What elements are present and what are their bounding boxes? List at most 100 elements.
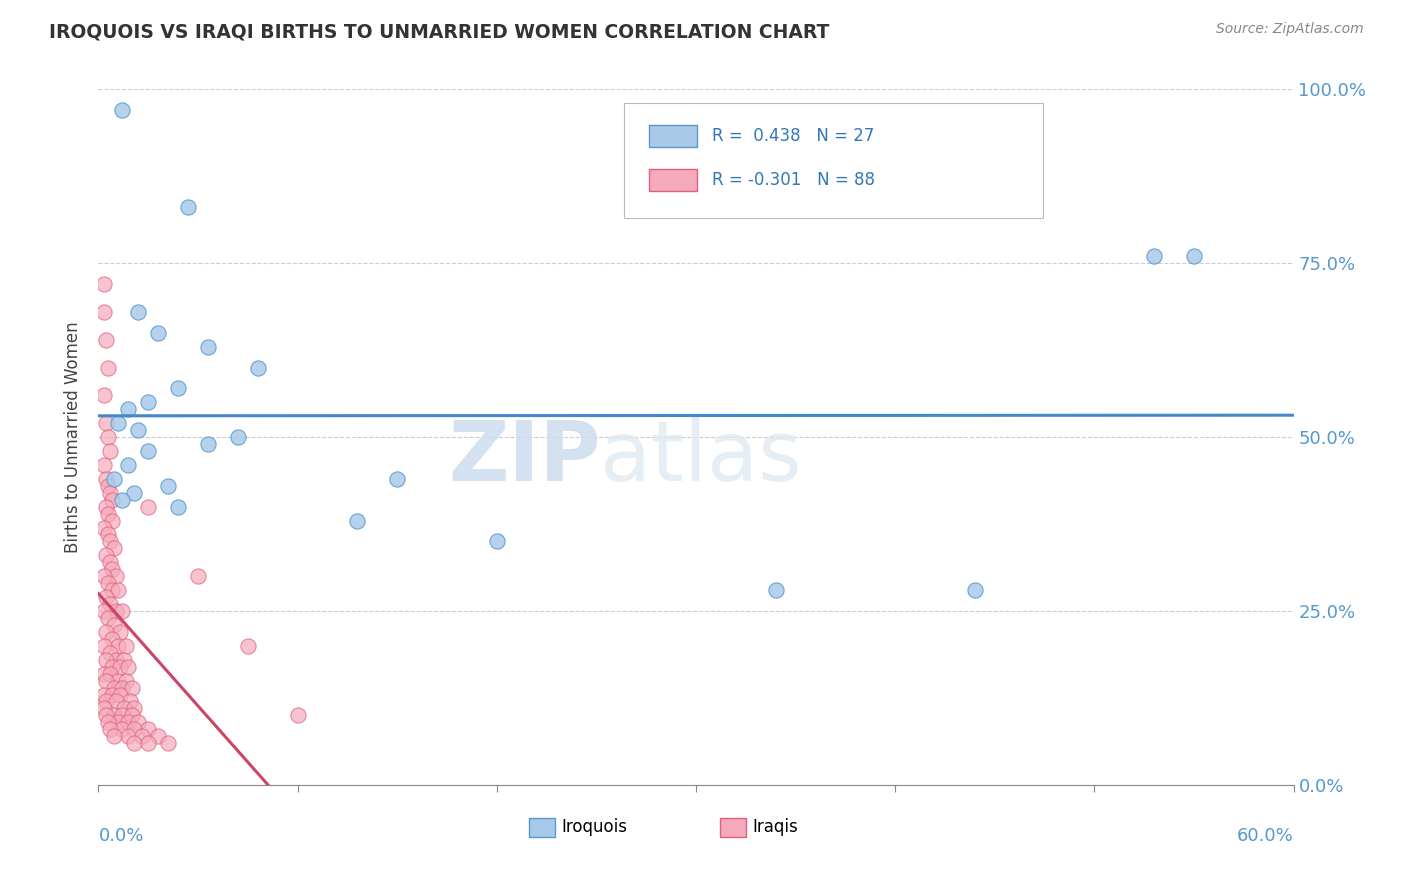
Point xyxy=(765,583,787,598)
Point xyxy=(98,646,122,660)
Point xyxy=(98,597,122,611)
Point xyxy=(124,701,146,715)
Point xyxy=(97,715,120,730)
Point xyxy=(103,541,125,556)
Point xyxy=(124,736,146,750)
Point xyxy=(101,632,124,646)
Point xyxy=(98,555,122,569)
Point xyxy=(117,715,139,730)
Point xyxy=(127,715,149,730)
Point xyxy=(287,708,309,723)
Text: ZIP: ZIP xyxy=(449,417,600,499)
Point xyxy=(136,444,159,458)
Point xyxy=(111,723,134,737)
Point xyxy=(136,500,159,514)
Point xyxy=(963,583,986,598)
Point xyxy=(124,485,146,500)
Point xyxy=(110,659,132,673)
Text: 60.0%: 60.0% xyxy=(1237,827,1294,845)
Text: atlas: atlas xyxy=(600,417,801,499)
Point xyxy=(103,729,125,743)
Point xyxy=(105,653,128,667)
Point xyxy=(93,458,115,472)
Point xyxy=(136,736,159,750)
Point xyxy=(1182,249,1205,263)
Point xyxy=(115,673,138,688)
Point xyxy=(93,639,115,653)
Point xyxy=(96,472,118,486)
Point xyxy=(117,659,139,673)
Point xyxy=(115,639,138,653)
Point xyxy=(187,569,209,583)
Bar xyxy=(650,125,697,147)
Point xyxy=(124,723,146,737)
Point xyxy=(97,507,120,521)
Point xyxy=(96,500,118,514)
Text: Iroquois: Iroquois xyxy=(561,818,627,837)
Point xyxy=(121,708,143,723)
Point xyxy=(97,360,120,375)
Point xyxy=(96,549,118,563)
Point xyxy=(148,729,170,743)
Point xyxy=(97,527,120,541)
Point xyxy=(101,583,124,598)
Point xyxy=(110,688,132,702)
Point xyxy=(157,736,180,750)
Point xyxy=(131,729,153,743)
Point xyxy=(107,639,129,653)
Text: IROQUOIS VS IRAQI BIRTHS TO UNMARRIED WOMEN CORRELATION CHART: IROQUOIS VS IRAQI BIRTHS TO UNMARRIED WO… xyxy=(49,22,830,41)
Y-axis label: Births to Unmarried Women: Births to Unmarried Women xyxy=(65,321,83,553)
Point xyxy=(111,708,134,723)
Point xyxy=(236,639,259,653)
Point xyxy=(136,395,159,409)
Point xyxy=(117,458,139,472)
FancyBboxPatch shape xyxy=(624,103,1043,218)
Point xyxy=(197,437,219,451)
Point xyxy=(167,381,190,395)
Point xyxy=(103,618,125,632)
Point xyxy=(101,562,124,576)
Point xyxy=(127,305,149,319)
Text: 0.0%: 0.0% xyxy=(98,827,143,845)
Point xyxy=(197,340,219,354)
Point xyxy=(485,534,508,549)
Point xyxy=(103,472,125,486)
Text: R =  0.438   N = 27: R = 0.438 N = 27 xyxy=(711,127,875,145)
Point xyxy=(148,326,170,340)
Bar xyxy=(720,818,747,837)
Point xyxy=(112,701,135,715)
Point xyxy=(101,659,124,673)
Point xyxy=(105,604,128,618)
Point xyxy=(93,701,115,715)
Point xyxy=(96,590,118,604)
Point xyxy=(117,402,139,417)
Point xyxy=(107,673,129,688)
Text: R = -0.301   N = 88: R = -0.301 N = 88 xyxy=(711,170,875,188)
Point xyxy=(111,103,134,117)
Point xyxy=(136,723,159,737)
Point xyxy=(127,423,149,437)
Point xyxy=(111,604,134,618)
Point xyxy=(107,583,129,598)
Point xyxy=(93,277,115,291)
Point xyxy=(97,430,120,444)
Point xyxy=(107,715,129,730)
Point xyxy=(98,485,122,500)
Text: Source: ZipAtlas.com: Source: ZipAtlas.com xyxy=(1216,22,1364,37)
Point xyxy=(121,681,143,695)
Point xyxy=(120,694,142,708)
Point xyxy=(93,388,115,402)
Point xyxy=(105,694,128,708)
Point xyxy=(246,360,269,375)
Point xyxy=(93,666,115,681)
Point xyxy=(101,514,124,528)
Point xyxy=(101,688,124,702)
Point xyxy=(96,653,118,667)
Point xyxy=(177,201,200,215)
Point xyxy=(103,708,125,723)
Point xyxy=(97,611,120,625)
Point xyxy=(96,333,118,347)
Point xyxy=(117,729,139,743)
Point xyxy=(98,444,122,458)
Point xyxy=(96,416,118,430)
